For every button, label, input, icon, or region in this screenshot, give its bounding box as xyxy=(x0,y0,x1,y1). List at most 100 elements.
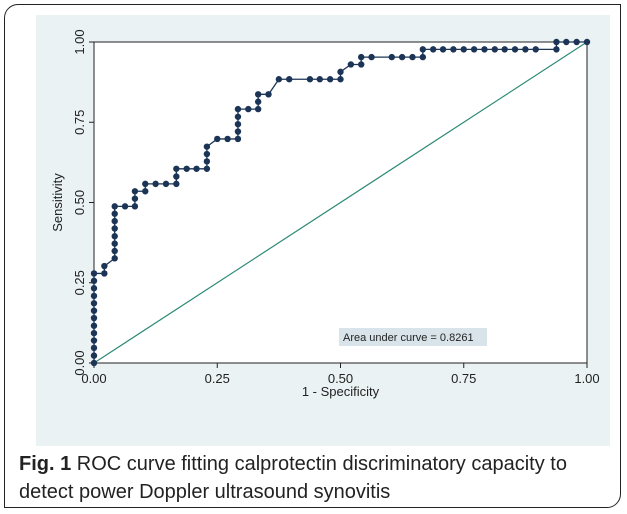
roc-point xyxy=(142,180,149,188)
roc-point xyxy=(131,188,139,195)
roc-point xyxy=(429,46,437,53)
roc-point xyxy=(90,292,98,300)
roc-point xyxy=(286,76,293,83)
roc-point xyxy=(90,329,98,337)
roc-point xyxy=(511,46,519,53)
roc-point xyxy=(234,128,242,135)
roc-point xyxy=(491,46,499,53)
roc-point xyxy=(142,188,149,195)
roc-point xyxy=(111,210,118,217)
roc-point xyxy=(162,180,170,188)
roc-point xyxy=(214,135,221,143)
roc-point xyxy=(90,344,98,352)
roc-point xyxy=(409,53,416,61)
roc-point xyxy=(439,46,447,53)
roc-point xyxy=(234,120,242,128)
roc-point xyxy=(265,91,272,98)
roc-point xyxy=(254,98,262,105)
roc-point xyxy=(337,68,344,76)
caption-label: Fig. 1 xyxy=(19,453,72,475)
roc-point xyxy=(306,76,314,83)
x-tick-label: 0.50 xyxy=(328,371,353,386)
roc-point xyxy=(193,165,200,172)
roc-point xyxy=(481,46,488,53)
roc-point xyxy=(470,46,478,53)
roc-point xyxy=(583,38,591,46)
roc-point xyxy=(326,76,334,83)
y-tick-label: 0.00 xyxy=(72,350,87,375)
roc-point xyxy=(203,150,211,158)
roc-point xyxy=(573,38,580,46)
y-tick-label: 0.50 xyxy=(72,190,87,215)
roc-point xyxy=(90,359,98,367)
figure-caption: Fig. 1 ROC curve fitting calprotectin di… xyxy=(19,450,619,506)
roc-point xyxy=(254,105,262,113)
roc-point xyxy=(553,38,560,46)
roc-point xyxy=(90,352,98,359)
roc-point xyxy=(388,53,395,61)
x-tick-label: 0.00 xyxy=(81,371,106,386)
roc-point xyxy=(90,285,98,292)
roc-point xyxy=(234,135,242,143)
roc-point xyxy=(522,46,529,53)
roc-point xyxy=(245,105,252,113)
reference-line xyxy=(93,41,588,364)
roc-point xyxy=(111,240,118,247)
roc-point xyxy=(358,53,365,61)
roc-point xyxy=(553,46,560,53)
roc-point xyxy=(224,135,231,143)
roc-point xyxy=(419,46,427,53)
roc-point xyxy=(563,38,570,46)
roc-chart: 0.000.00 0.25 0.25 0.50 0.50 0.75 0.75 1.00 1.00… xyxy=(50,29,600,399)
roc-point xyxy=(101,270,108,277)
roc-point xyxy=(111,225,118,232)
roc-point xyxy=(111,203,118,210)
roc-point xyxy=(111,233,118,240)
roc-point xyxy=(316,76,323,83)
roc-point xyxy=(450,46,457,53)
roc-point xyxy=(419,53,427,61)
roc-point xyxy=(173,180,180,188)
roc-point xyxy=(90,314,98,322)
roc-point xyxy=(173,173,180,180)
roc-point xyxy=(337,76,344,83)
roc-point xyxy=(203,158,211,165)
roc-point xyxy=(111,217,118,225)
roc-point xyxy=(501,46,508,53)
auc-annotation-box xyxy=(339,328,487,346)
caption-text: ROC curve fitting calprotectin discrimin… xyxy=(19,453,567,503)
roc-point xyxy=(203,143,211,150)
roc-point xyxy=(101,262,108,270)
roc-point xyxy=(234,113,242,120)
roc-point xyxy=(398,53,406,61)
roc-point xyxy=(121,203,129,210)
roc-point xyxy=(90,270,98,277)
roc-point xyxy=(131,195,139,202)
roc-point xyxy=(183,165,190,172)
figure-frame: 0.00 0.00 0.25 0.25 0.50 0.50 0.75 0.75 1.00 1.00… xyxy=(4,4,621,508)
roc-point xyxy=(254,91,262,98)
y-tick-label: 0.75 xyxy=(72,110,87,135)
roc-point xyxy=(347,61,355,68)
roc-point xyxy=(275,76,283,83)
chart-panel: 0.00 0.00 0.25 0.25 0.50 0.50 0.75 0.75 1.00 1.00… xyxy=(36,15,610,446)
y-axis-label: Sensitivity xyxy=(50,173,65,232)
roc-point xyxy=(368,53,375,61)
roc-point xyxy=(90,337,98,344)
x-tick-label: 0.75 xyxy=(451,371,476,386)
roc-point xyxy=(90,307,98,314)
roc-point xyxy=(90,300,98,307)
roc-point xyxy=(90,277,98,285)
x-tick-label: 0.25 xyxy=(205,371,230,386)
y-tick-label: 0.25 xyxy=(72,270,87,295)
roc-point xyxy=(152,180,159,188)
roc-point xyxy=(460,46,467,53)
roc-point xyxy=(90,322,98,329)
x-axis-label: 1 - Specificity xyxy=(302,384,380,399)
auc-annotation: Area under curve = 0.8261 xyxy=(343,332,474,344)
y-tick-label: 1.00 xyxy=(72,29,87,54)
roc-point xyxy=(234,105,242,113)
x-tick-label: 1.00 xyxy=(574,371,599,386)
roc-point xyxy=(173,165,180,172)
roc-point xyxy=(111,247,118,255)
